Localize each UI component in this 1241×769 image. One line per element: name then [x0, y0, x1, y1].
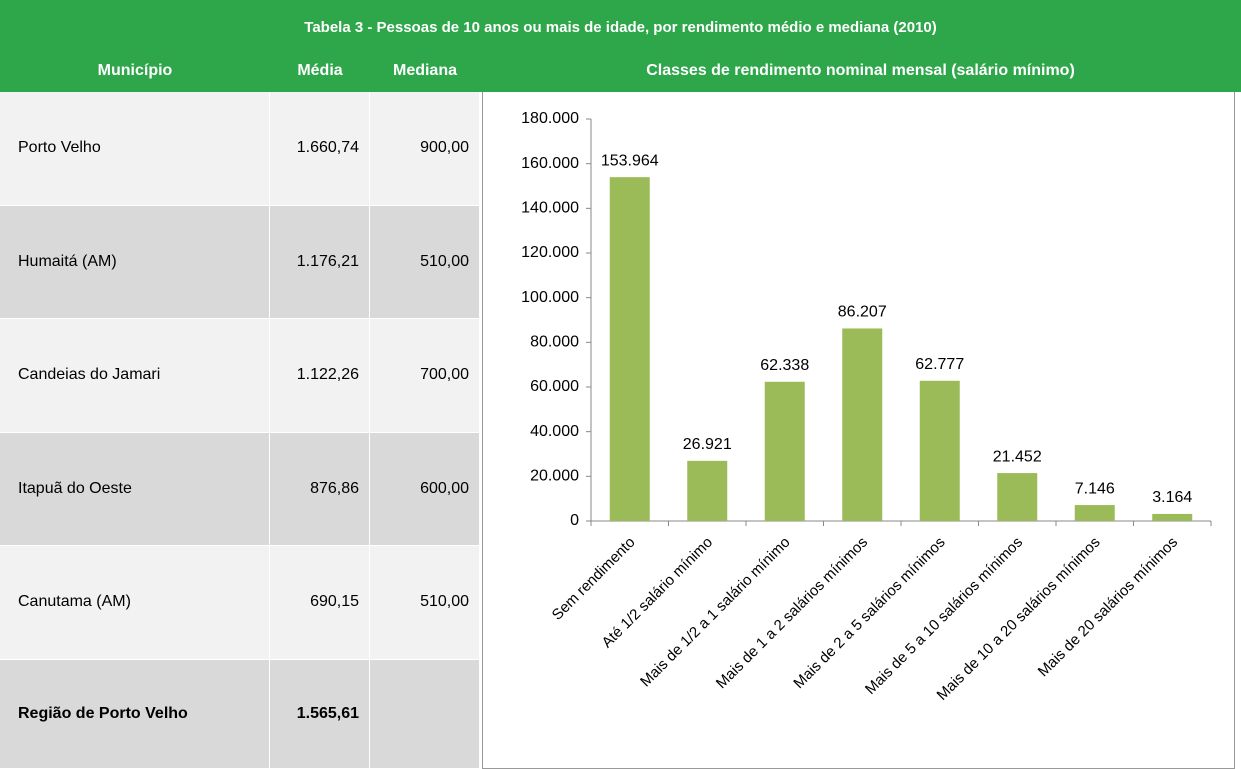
bar — [919, 380, 960, 521]
y-tick-label: 20.000 — [530, 468, 579, 485]
empty-cell — [370, 659, 480, 769]
header-cell: Município — [0, 50, 270, 92]
table-cell: Itapuã do Oeste — [0, 432, 270, 546]
bar — [997, 473, 1038, 521]
header-cell: Média — [270, 50, 370, 92]
table-cell: Humaitá (AM) — [0, 205, 270, 319]
table-cell: Região de Porto Velho — [0, 659, 270, 769]
data-label: 26.921 — [683, 436, 732, 453]
data-label: 153.964 — [601, 152, 659, 169]
y-tick-label: 180.000 — [521, 110, 579, 127]
y-tick-label: 0 — [570, 512, 579, 529]
table-cell: 1.660,74 — [270, 92, 370, 206]
table-cell: 1.122,26 — [270, 319, 370, 433]
y-tick-label: 80.000 — [530, 334, 579, 351]
y-tick-label: 160.000 — [521, 155, 579, 172]
table-cell: Candeias do Jamari — [0, 319, 270, 433]
y-tick-label: 100.000 — [521, 289, 579, 306]
table-title: Tabela 3 - Pessoas de 10 anos ou mais de… — [0, 0, 1241, 50]
y-tick-label: 120.000 — [521, 244, 579, 261]
table-cell: Porto Velho — [0, 92, 270, 206]
table-cell: Canutama (AM) — [0, 546, 270, 660]
bar — [764, 381, 805, 521]
table-cell: 510,00 — [370, 546, 480, 660]
table-cell: 1.176,21 — [270, 205, 370, 319]
header-cell: Classes de rendimento nominal mensal (sa… — [480, 50, 1241, 92]
y-tick-label: 40.000 — [530, 423, 579, 440]
y-tick-label: 60.000 — [530, 378, 579, 395]
data-label: 62.338 — [760, 357, 809, 374]
chart: 0 20.000 40.000 60.000 80.000 100.000 120.000 1… — [482, 92, 1235, 769]
data-label: 62.777 — [915, 356, 964, 373]
table-cell: 876,86 — [270, 432, 370, 546]
bar — [842, 328, 883, 521]
bar — [687, 460, 728, 521]
data-label: 7.146 — [1075, 480, 1115, 497]
table-cell: 690,15 — [270, 546, 370, 660]
table-cell: 1.565,61 — [270, 659, 370, 769]
table-cell: 700,00 — [370, 319, 480, 433]
data-label: 86.207 — [838, 304, 887, 321]
table-cell: 600,00 — [370, 432, 480, 546]
data-label: 3.164 — [1152, 489, 1192, 506]
y-tick-label: 140.000 — [521, 200, 579, 217]
table-cell: 510,00 — [370, 205, 480, 319]
data-label: 21.452 — [993, 448, 1042, 465]
bar — [1074, 505, 1115, 521]
header-cell: Mediana — [370, 50, 480, 92]
bar — [609, 177, 650, 521]
bar — [1152, 513, 1193, 521]
table-cell: 900,00 — [370, 92, 480, 206]
